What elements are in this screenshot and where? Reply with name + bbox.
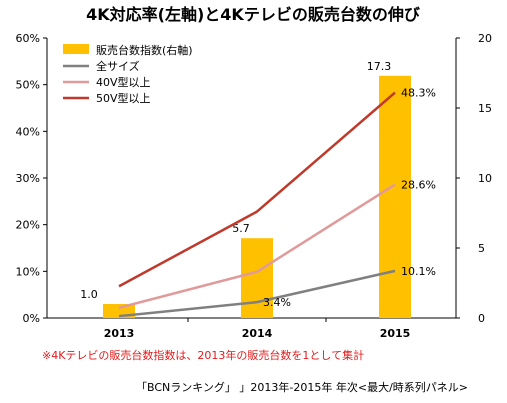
left-tick-label: 20% (16, 219, 40, 232)
right-tick-label: 10 (478, 172, 492, 185)
x-tick-label: 2013 (104, 327, 135, 340)
bar-data-label: 5.7 (232, 222, 250, 235)
right-tick-label: 5 (478, 242, 485, 255)
line-data-label: 48.3% (401, 87, 436, 100)
legend-swatch-bar (63, 44, 89, 54)
left-tick-label: 50% (16, 79, 40, 92)
right-tick-label: 15 (478, 102, 492, 115)
legend-label: 全サイズ (96, 59, 140, 73)
right-tick-label: 0 (478, 312, 485, 325)
source-note: 「BCNランキング」 」2013年-2015年 年次<最大/時系列パネル> (136, 380, 468, 394)
bar-2015 (379, 75, 411, 318)
chart-title: 4K対応率(左軸)と4Kテレビの販売台数の伸び (86, 5, 421, 24)
left-tick-label: 60% (16, 32, 40, 45)
x-tick-label: 2014 (242, 327, 273, 340)
bar-2014 (241, 238, 273, 318)
left-tick-label: 0% (23, 312, 40, 325)
legend-label: 40V型以上 (96, 75, 151, 89)
x-tick-label: 2015 (380, 327, 411, 340)
bar-data-label: 1.0 (80, 288, 98, 301)
legend-label: 販売台数指数(右軸) (96, 43, 193, 57)
line-series-2 (118, 183, 396, 309)
line-data-label: 3.4% (263, 296, 291, 309)
line-data-label: 28.6% (401, 179, 436, 192)
left-tick-label: 40% (16, 125, 40, 138)
footnote: ※4Kテレビの販売台数指数は、2013年の販売台数を1として集計 (42, 348, 364, 362)
bar-data-label: 17.3 (367, 60, 392, 73)
line-data-label: 10.1% (401, 265, 436, 278)
right-tick-label: 20 (478, 32, 492, 45)
legend-label: 50V型以上 (96, 91, 151, 105)
legend-box (56, 42, 178, 118)
left-tick-label: 30% (16, 172, 40, 185)
line-series-3 (118, 91, 396, 288)
line-series-1 (118, 269, 396, 318)
plot-area: 0% 10% 20% 30% 40% 50% 60% 0 5 10 15 20 2013 2014 2015… (16, 32, 492, 340)
left-tick-label: 10% (16, 265, 40, 278)
